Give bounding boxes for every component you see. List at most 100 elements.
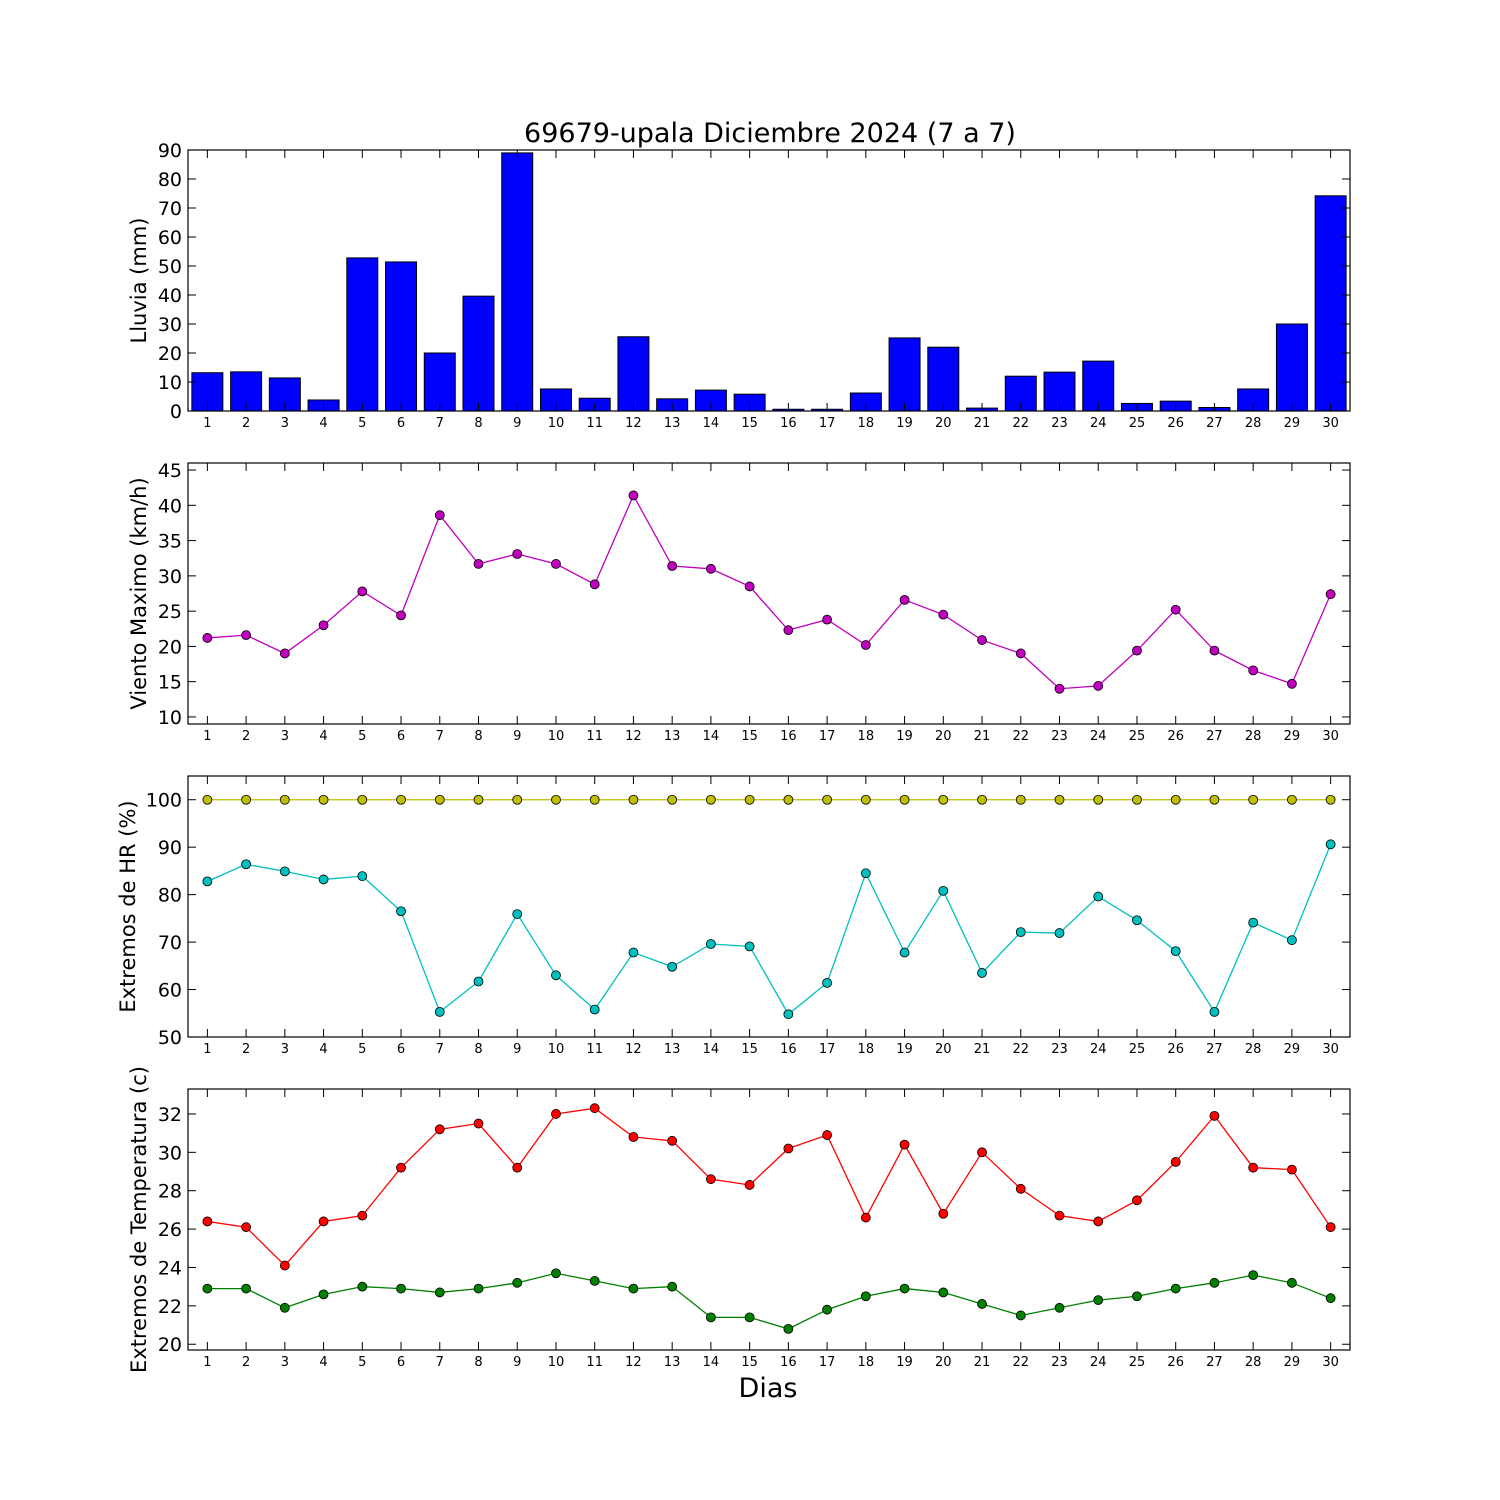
x-tick-label: 5 <box>358 416 366 431</box>
point-s1-day-17 <box>822 794 832 805</box>
point-s1-day-1 <box>202 794 213 805</box>
x-tick-label: 7 <box>436 1042 444 1057</box>
y-tick-label: 60 <box>158 980 182 1002</box>
x-tick-label: 6 <box>397 1042 405 1057</box>
x-tick-label: 28 <box>1245 1355 1262 1370</box>
point-s1-day-27 <box>1209 645 1220 656</box>
point-s1-day-15 <box>744 1180 755 1190</box>
point-s2-day-20 <box>938 1287 949 1298</box>
y-tick-label: 10 <box>158 372 182 394</box>
point-s2-day-28 <box>1248 1270 1259 1281</box>
x-tick-label: 6 <box>397 1355 405 1370</box>
point-s2-day-10 <box>551 1268 561 1279</box>
x-tick-label: 22 <box>1012 416 1029 431</box>
bar-day-7 <box>423 352 456 412</box>
point-s1-day-8 <box>473 794 484 805</box>
point-s2-day-7 <box>434 1287 445 1298</box>
x-tick-label: 5 <box>358 1355 366 1370</box>
point-s1-day-21 <box>977 635 987 645</box>
x-tick-label: 21 <box>974 729 991 744</box>
x-tick-label: 12 <box>625 416 642 431</box>
x-tick-label: 14 <box>703 729 720 744</box>
point-s2-day-27 <box>1209 1006 1220 1017</box>
point-s1-day-13 <box>667 561 678 571</box>
point-s2-day-11 <box>589 1276 600 1286</box>
point-s2-day-15 <box>744 1312 755 1323</box>
y-tick-label: 30 <box>158 1142 182 1164</box>
x-tick-label: 20 <box>935 1042 952 1057</box>
y-tick-label: 70 <box>158 932 182 954</box>
point-s2-day-2 <box>241 859 252 870</box>
x-tick-label: 9 <box>513 416 521 431</box>
x-tick-label: 10 <box>548 416 565 431</box>
series-line-2 <box>207 844 1332 1016</box>
point-s1-day-12 <box>628 794 639 805</box>
point-s1-day-19 <box>899 1139 910 1150</box>
x-tick-label: 16 <box>780 1355 797 1370</box>
x-tick-label: 19 <box>896 729 913 744</box>
x-tick-label: 9 <box>513 1042 521 1057</box>
x-tick-label: 18 <box>858 416 875 431</box>
x-tick-label: 4 <box>319 416 327 431</box>
point-s1-day-4 <box>318 1216 329 1227</box>
x-tick-label: 6 <box>397 729 405 744</box>
point-s2-day-2 <box>241 1283 252 1294</box>
point-s1-day-9 <box>512 1162 523 1173</box>
x-tick-label: 12 <box>625 1355 642 1370</box>
x-tick-label: 28 <box>1245 416 1262 431</box>
point-s2-day-20 <box>938 885 949 896</box>
point-s1-day-7 <box>434 794 445 805</box>
point-s2-day-14 <box>706 1312 716 1323</box>
x-tick-label: 4 <box>319 1042 327 1057</box>
x-tick-label: 13 <box>664 416 681 431</box>
y-tick-label: 50 <box>158 1027 182 1049</box>
x-tick-label: 30 <box>1322 416 1339 431</box>
point-s2-day-5 <box>357 1281 368 1292</box>
point-s2-day-24 <box>1093 1295 1104 1305</box>
x-tick-label: 22 <box>1012 729 1029 744</box>
x-tick-label: 5 <box>358 729 366 744</box>
point-s2-day-4 <box>318 874 329 885</box>
x-tick-label: 24 <box>1090 729 1107 744</box>
x-tick-label: 7 <box>436 729 444 744</box>
x-tick-label: 24 <box>1090 1042 1107 1057</box>
y-tick-label: 22 <box>158 1296 182 1318</box>
point-s1-day-6 <box>396 1162 406 1173</box>
point-s1-day-25 <box>1132 794 1142 805</box>
x-tick-label: 28 <box>1245 1042 1262 1057</box>
y-axis-label: Extremos de Temperatura (c) <box>127 1066 151 1373</box>
x-tick-label: 17 <box>819 1355 836 1370</box>
x-tick-label: 7 <box>436 416 444 431</box>
point-s2-day-9 <box>512 1277 523 1288</box>
y-tick-label: 20 <box>158 1334 182 1356</box>
x-tick-label: 11 <box>586 1355 603 1370</box>
point-s1-day-14 <box>706 1174 716 1185</box>
y-tick-label: 30 <box>158 314 182 336</box>
point-s1-day-23 <box>1054 1210 1065 1221</box>
y-tick-label: 20 <box>158 343 182 365</box>
point-s2-day-12 <box>628 1283 639 1294</box>
x-tick-label: 29 <box>1284 1355 1301 1370</box>
x-tick-label: 25 <box>1129 729 1146 744</box>
x-tick-label: 21 <box>974 1042 991 1057</box>
x-tick-label: 6 <box>397 416 405 431</box>
point-s1-day-21 <box>977 1147 987 1158</box>
x-tick-label: 20 <box>935 416 952 431</box>
y-tick-label: 26 <box>158 1219 182 1241</box>
point-s1-day-5 <box>357 1210 368 1221</box>
point-s1-day-3 <box>279 1260 290 1271</box>
x-tick-label: 16 <box>780 729 797 744</box>
x-tick-label: 8 <box>474 1042 482 1057</box>
x-tick-label: 4 <box>319 729 327 744</box>
point-s2-day-16 <box>783 1009 794 1020</box>
x-tick-label: 7 <box>436 1355 444 1370</box>
x-tick-label: 8 <box>474 729 482 744</box>
x-tick-label: 14 <box>703 416 720 431</box>
x-tick-label: 23 <box>1051 729 1068 744</box>
point-s1-day-2 <box>241 630 252 641</box>
x-tick-label: 12 <box>625 1042 642 1057</box>
point-s2-day-1 <box>202 876 213 887</box>
